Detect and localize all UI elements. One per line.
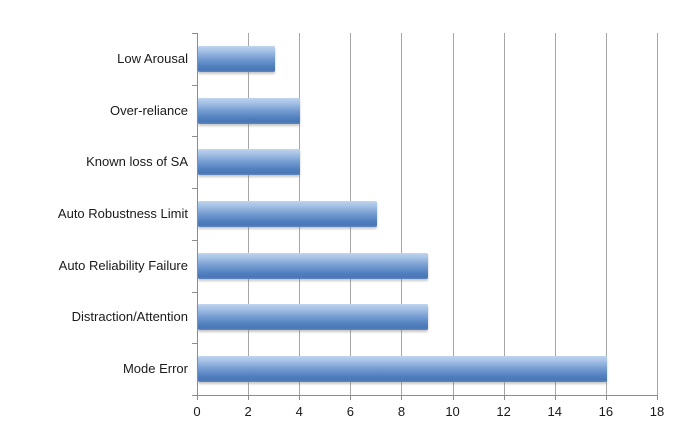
x-axis-tick xyxy=(248,395,250,400)
gridline-x-14 xyxy=(554,33,556,395)
x-tick-label: 2 xyxy=(244,404,252,419)
x-axis-tick xyxy=(554,395,556,400)
category-label: Known loss of SA xyxy=(86,154,188,170)
y-axis-tick xyxy=(192,395,197,396)
category-label: Auto Reliability Failure xyxy=(58,257,188,273)
x-tick-label: 10 xyxy=(445,404,460,419)
x-axis-tick xyxy=(401,395,403,400)
category-label: Auto Robustness Limit xyxy=(57,206,188,221)
y-axis-tick xyxy=(192,188,197,190)
x-axis-tick xyxy=(657,395,658,400)
gridline-x-18 xyxy=(657,33,658,395)
bar-over-reliance xyxy=(198,97,301,124)
bar-known-loss-of-sa xyxy=(198,149,301,176)
x-tick-label: 16 xyxy=(598,404,614,419)
bar-distraction-attention xyxy=(198,304,428,331)
y-axis-tick xyxy=(192,291,197,293)
category-label: Mode Error xyxy=(122,361,188,377)
gridline-x-12 xyxy=(503,33,505,395)
gridline-x-16 xyxy=(605,33,607,395)
bar-low-arousal xyxy=(198,45,275,72)
y-axis-tick xyxy=(192,84,197,86)
x-tick-label: 12 xyxy=(496,404,511,419)
category-label: Low Arousal xyxy=(117,50,188,66)
x-axis-tick xyxy=(299,395,301,400)
category-label: Over-reliance xyxy=(109,102,188,118)
x-tick-label: 4 xyxy=(295,404,303,419)
y-axis-line xyxy=(197,33,198,395)
bar-auto-robustness-limit xyxy=(198,201,377,227)
gridline-x-10 xyxy=(452,33,454,395)
category-label: Distraction/Attention xyxy=(71,309,188,325)
x-axis-tick xyxy=(197,395,198,400)
x-axis-tick xyxy=(350,395,352,400)
x-tick-label: 8 xyxy=(397,404,406,419)
y-axis-tick xyxy=(192,343,197,345)
x-axis-tick xyxy=(452,395,454,400)
gridline-x-8 xyxy=(401,33,403,395)
x-tick-label: 14 xyxy=(547,404,562,419)
x-axis-tick xyxy=(503,395,505,400)
bar-mode-error xyxy=(198,356,607,383)
plot-area xyxy=(197,33,658,395)
y-axis-tick xyxy=(192,239,197,241)
x-axis-tick xyxy=(605,395,607,400)
y-axis-tick xyxy=(192,33,197,34)
x-tick-label: 18 xyxy=(649,404,665,419)
bar-auto-reliability-failure xyxy=(198,252,428,279)
x-tick-label: 6 xyxy=(346,404,354,419)
x-tick-label: 0 xyxy=(193,404,201,419)
x-axis-line xyxy=(197,395,658,396)
y-axis-tick xyxy=(192,136,197,138)
